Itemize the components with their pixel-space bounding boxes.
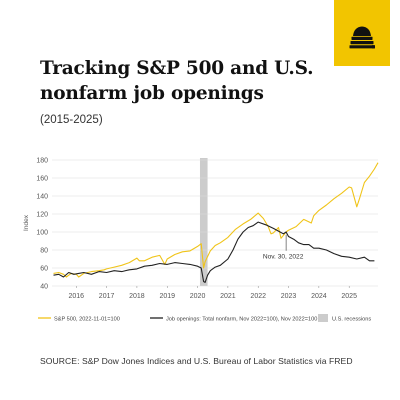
y-tick-label: 180 bbox=[36, 157, 48, 164]
job-openings-series-line bbox=[53, 221, 375, 283]
legend-label: Job openings: Total nonfarm, Nov 2022=10… bbox=[166, 316, 317, 322]
x-tick-label: 2022 bbox=[250, 293, 266, 300]
legend-label: S&P 500, 2022-11-01=100 bbox=[54, 316, 120, 322]
y-tick-label: 160 bbox=[36, 175, 48, 182]
y-tick-label: 140 bbox=[36, 193, 48, 200]
line-chart: 40 60 80 100 120 140 160 180 2016 2017 2018 2019 202… bbox=[23, 157, 379, 322]
y-axis-label: Index bbox=[23, 214, 30, 231]
beehive-icon bbox=[349, 26, 375, 49]
chart-subtitle: (2015-2025) bbox=[40, 114, 103, 126]
x-tick-label: 2019 bbox=[159, 293, 175, 300]
y-tick-label: 100 bbox=[36, 229, 48, 236]
annotation-label: Nov. 30, 2022 bbox=[263, 254, 304, 261]
recession-band bbox=[199, 158, 208, 286]
legend-label: U.S. recessions bbox=[332, 316, 371, 322]
x-tick-label: 2016 bbox=[68, 293, 84, 300]
sp500-series-line bbox=[53, 162, 379, 278]
x-tick-label: 2020 bbox=[190, 293, 206, 300]
x-tick-label: 2023 bbox=[281, 293, 297, 300]
y-tick-label: 40 bbox=[40, 283, 48, 290]
legend-swatch bbox=[318, 314, 328, 322]
source-note: SOURCE: S&P Dow Jones Indices and U.S. B… bbox=[40, 356, 353, 366]
x-tick-label: 2018 bbox=[129, 293, 145, 300]
x-tick-label: 2024 bbox=[311, 293, 327, 300]
y-tick-label: 120 bbox=[36, 211, 48, 218]
logo-box bbox=[334, 0, 390, 66]
x-tick-label: 2021 bbox=[220, 293, 236, 300]
chart-title: Tracking S&P 500 and U.S. nonfarm job op… bbox=[40, 58, 314, 104]
x-tick-label: 2017 bbox=[99, 293, 115, 300]
x-tick-label: 2025 bbox=[341, 293, 357, 300]
y-tick-label: 60 bbox=[40, 265, 48, 272]
y-tick-label: 80 bbox=[40, 247, 48, 254]
